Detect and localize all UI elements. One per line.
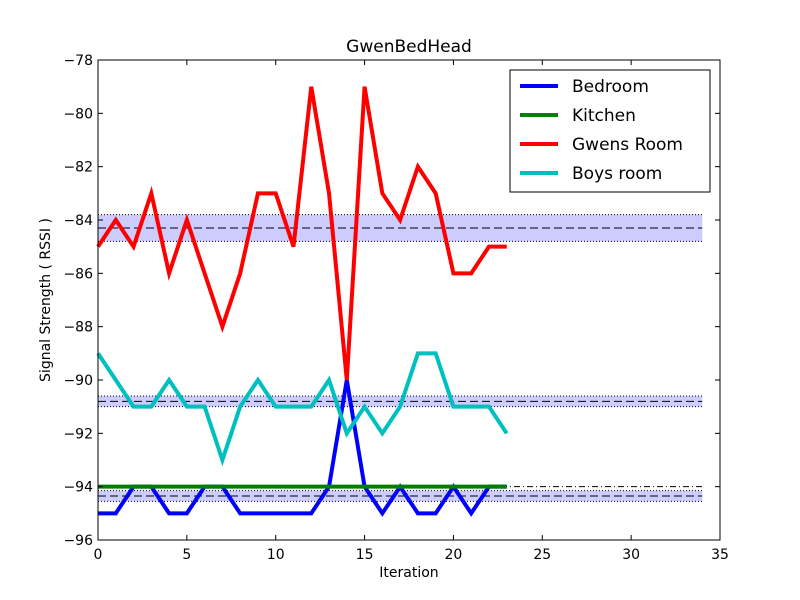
x-tick-label: 25	[533, 547, 551, 563]
plot-frame	[97, 59, 721, 541]
x-tick-label: 35	[711, 547, 729, 563]
y-tick-label: −88	[63, 320, 93, 336]
legend-label-0: Bedroom	[572, 77, 649, 97]
y-tick-label: −96	[63, 533, 93, 549]
y-tick-label: −90	[63, 373, 93, 389]
band-2	[98, 490, 703, 502]
y-tick-label: −82	[63, 160, 93, 176]
x-tick-label: 5	[182, 547, 191, 563]
series-layer	[96, 86, 509, 517]
x-tick-label: 15	[356, 547, 374, 563]
y-tick-label: −84	[63, 213, 93, 229]
series-line-3	[96, 351, 509, 467]
y-tick-label: −80	[63, 106, 93, 122]
y-tick-label: −94	[63, 480, 93, 496]
series-line-2	[96, 86, 507, 381]
y-tick-label: −86	[63, 266, 93, 282]
legend: Bedroom Kitchen Gwens Room Boys room	[509, 69, 711, 193]
x-tick-label: 30	[622, 547, 640, 563]
y-tick-label: −92	[63, 426, 93, 442]
y-tick-label: −78	[63, 53, 93, 69]
legend-label-1: Kitchen	[572, 106, 636, 126]
x-tick-label: 20	[445, 547, 463, 563]
chart-title: GwenBedHead	[346, 37, 472, 57]
y-axis-title: Signal Strength ( RSSI )	[38, 218, 54, 382]
series-line-0	[98, 379, 507, 517]
legend-label-3: Boys room	[572, 164, 662, 184]
legend-label-2: Gwens Room	[572, 135, 683, 155]
x-tick-label: 0	[94, 547, 103, 563]
x-tick-label: 10	[267, 547, 285, 563]
tick-layer: 0 5 10 15 20 25 30 35 −96 −94 −92 −90 −88 −86 −84 −82 −8…	[63, 53, 728, 563]
x-axis-title: Iteration	[379, 565, 438, 581]
